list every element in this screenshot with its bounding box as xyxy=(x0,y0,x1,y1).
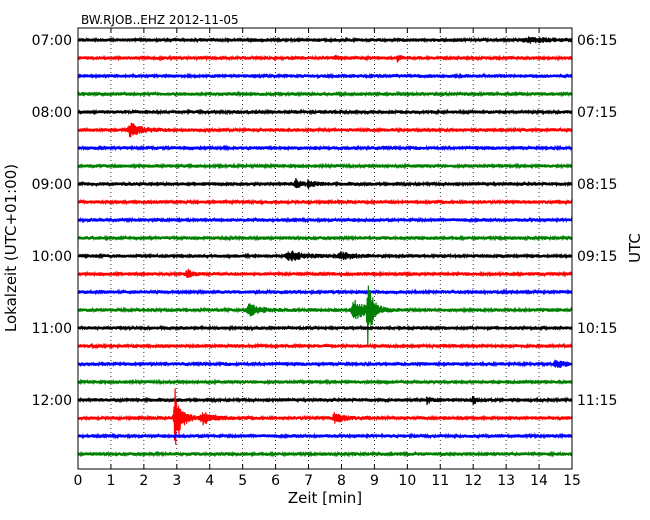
x-tick-label: 2 xyxy=(139,473,148,489)
seismogram-trace xyxy=(77,395,573,406)
x-tick-label: 11 xyxy=(431,473,449,489)
y-tick-label-right: 08:15 xyxy=(577,177,617,193)
seismogram-trace xyxy=(77,234,573,242)
seismogram-trace xyxy=(77,72,573,80)
seismogram-trace xyxy=(77,432,573,440)
x-tick-label: 14 xyxy=(530,473,548,489)
x-axis-label: Zeit [min] xyxy=(288,489,362,507)
grid-layer xyxy=(110,28,540,469)
x-tick-label: 1 xyxy=(106,473,115,489)
x-tick-label: 4 xyxy=(205,473,214,489)
seismogram-trace xyxy=(77,342,573,350)
y-tick-label-right: 07:15 xyxy=(577,105,617,121)
x-tick-label: 15 xyxy=(563,473,581,489)
seismogram-trace xyxy=(77,216,573,224)
seismogram-trace xyxy=(77,450,573,458)
seismogram-trace xyxy=(77,108,573,116)
seismogram-trace xyxy=(77,162,573,170)
x-tick-label: 10 xyxy=(398,473,416,489)
x-tick-label: 0 xyxy=(74,473,83,489)
chart-title: BW.RJOB..EHZ 2012-11-05 xyxy=(81,13,239,27)
seismogram-trace xyxy=(77,54,573,63)
y-tick-label-left: 10:00 xyxy=(32,249,72,265)
y-axis-label-right: UTC xyxy=(626,233,644,263)
seismogram-trace xyxy=(77,285,573,347)
y-tick-label-left: 08:00 xyxy=(32,105,72,121)
y-axis-label-left: Lokalzeit (UTC+01:00) xyxy=(2,164,20,332)
seismogram-trace xyxy=(77,144,573,152)
y-tick-label-right: 09:15 xyxy=(577,249,617,265)
y-tick-label-left: 09:00 xyxy=(32,177,72,193)
seismogram-trace xyxy=(77,324,573,332)
seismogram-trace xyxy=(77,359,573,369)
y-tick-label-right: 06:15 xyxy=(577,33,617,49)
y-tick-label-right: 11:15 xyxy=(577,393,617,409)
seismogram-trace xyxy=(77,36,573,44)
x-tick-label: 7 xyxy=(304,473,313,489)
seismogram-trace xyxy=(77,288,573,296)
x-tick-label: 3 xyxy=(172,473,181,489)
seismogram-trace xyxy=(77,122,573,138)
seismogram-trace xyxy=(77,198,573,206)
trace-layer xyxy=(77,36,573,458)
x-tick-label: 5 xyxy=(238,473,247,489)
x-tick-label: 9 xyxy=(370,473,379,489)
seismogram-trace xyxy=(77,250,573,262)
x-tick-label: 6 xyxy=(271,473,280,489)
x-tick-label: 13 xyxy=(497,473,515,489)
seismogram-trace xyxy=(77,178,573,190)
y-tick-label-left: 12:00 xyxy=(32,393,72,409)
plot-frame xyxy=(77,27,573,470)
y-tick-label-right: 10:15 xyxy=(577,321,617,337)
seismogram-trace xyxy=(77,378,573,386)
y-tick-label-left: 07:00 xyxy=(32,33,72,49)
seismogram-trace xyxy=(77,268,573,278)
seismogram-trace xyxy=(77,388,573,445)
y-tick-label-left: 11:00 xyxy=(32,321,72,337)
plot-area xyxy=(78,28,572,469)
x-tick-label: 8 xyxy=(337,473,346,489)
seismogram-trace xyxy=(77,90,573,98)
x-tick-label: 12 xyxy=(464,473,482,489)
